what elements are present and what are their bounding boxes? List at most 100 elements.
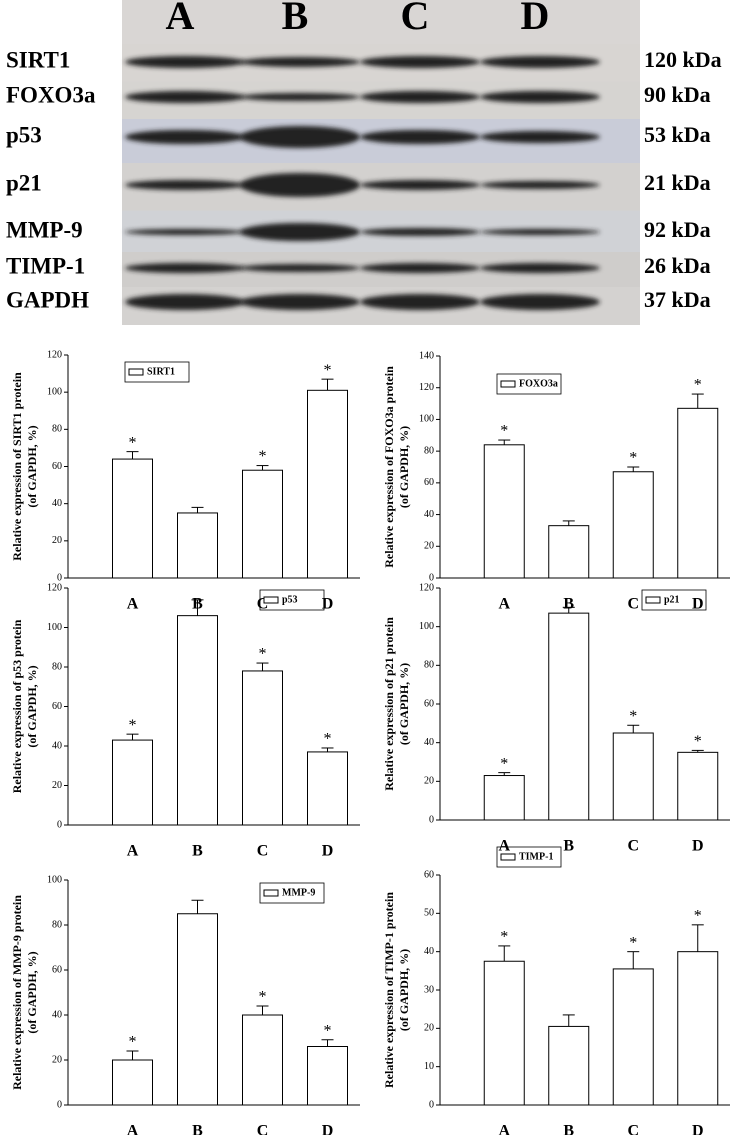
size-label: 92 kDa [644, 217, 711, 242]
y-axis-label: (of GAPDH, %) [397, 949, 411, 1031]
x-tick-label: C [627, 1123, 639, 1135]
band [480, 131, 600, 143]
legend-swatch [645, 596, 661, 604]
x-tick-label: D [322, 596, 334, 613]
significance-mark: * [500, 929, 508, 946]
bar [242, 469, 283, 579]
band [360, 228, 480, 236]
bar [548, 1025, 590, 1106]
y-axis-label: Relative expression of p53 protein [10, 619, 24, 793]
y-tick-label: 20 [424, 541, 434, 552]
x-tick-label: A [498, 838, 510, 855]
y-tick-label: 20 [52, 780, 62, 791]
lane-label: A [166, 0, 195, 38]
protein-label: SIRT1 [6, 47, 70, 72]
x-tick-label: B [563, 838, 574, 855]
size-label: 53 kDa [644, 122, 711, 147]
y-tick-label: 30 [424, 984, 434, 995]
y-tick-label: 0 [57, 819, 62, 830]
bar [548, 525, 590, 579]
size-label: 37 kDa [644, 287, 711, 312]
y-tick-label: 0 [429, 1099, 434, 1110]
y-tick-label: 0 [429, 814, 434, 825]
bar [177, 913, 218, 1106]
x-tick-label: B [192, 843, 203, 860]
y-tick-label: 60 [52, 964, 62, 975]
y-tick-label: 0 [429, 572, 434, 583]
y-axis-label: (of GAPDH, %) [397, 426, 411, 508]
legend-label: FOXO3a [519, 378, 558, 389]
legend-label: p21 [664, 594, 680, 605]
legend-box [496, 846, 562, 868]
significance-mark: * [694, 377, 702, 394]
bar [112, 458, 153, 579]
band [125, 294, 245, 310]
y-axis-label: Relative expression of TIMP-1 protein [382, 892, 396, 1088]
x-tick-label: A [127, 1123, 139, 1135]
protein-label: MMP-9 [6, 217, 83, 242]
significance-mark: * [500, 423, 508, 440]
bar [612, 968, 654, 1106]
y-tick-label: 120 [419, 582, 434, 593]
band [360, 130, 480, 144]
y-axis-label: (of GAPDH, %) [25, 951, 39, 1033]
y-tick-label: 0 [57, 572, 62, 583]
y-tick-label: 120 [419, 382, 434, 393]
bar [177, 512, 218, 579]
size-label: 26 kDa [644, 253, 711, 278]
legend-label: SIRT1 [147, 366, 175, 377]
y-axis-label: (of GAPDH, %) [397, 663, 411, 745]
size-label: 120 kDa [644, 47, 722, 72]
bar [483, 960, 525, 1106]
lane-label: D [521, 0, 550, 38]
significance-mark: * [629, 934, 637, 951]
y-tick-label: 100 [47, 622, 62, 633]
size-label: 90 kDa [644, 82, 711, 107]
bar [242, 1014, 283, 1106]
significance-mark: * [629, 708, 637, 725]
lane-label: C [401, 0, 430, 38]
band [125, 229, 245, 235]
bar [677, 407, 719, 579]
y-tick-label: 100 [47, 874, 62, 885]
band [480, 91, 600, 103]
y-tick-label: 40 [424, 946, 434, 957]
band [240, 223, 360, 241]
x-tick-label: C [627, 838, 639, 855]
y-tick-label: 80 [52, 424, 62, 435]
band [480, 181, 600, 189]
y-tick-label: 40 [424, 737, 434, 748]
band [480, 56, 600, 68]
band [360, 294, 480, 310]
y-tick-label: 80 [424, 660, 434, 671]
bar [677, 751, 719, 821]
band [125, 91, 245, 103]
significance-mark: * [324, 1022, 332, 1039]
bar [307, 389, 348, 579]
band [125, 56, 245, 68]
y-tick-label: 140 [419, 350, 434, 361]
bar [677, 951, 719, 1106]
band [480, 263, 600, 273]
significance-mark: * [259, 448, 267, 465]
y-tick-label: 100 [47, 386, 62, 397]
x-tick-label: C [257, 1123, 269, 1135]
protein-label: GAPDH [6, 287, 89, 312]
x-tick-label: B [563, 596, 574, 613]
band [240, 173, 360, 197]
x-tick-label: C [257, 596, 269, 613]
y-tick-label: 20 [52, 535, 62, 546]
bar [612, 732, 654, 821]
x-tick-label: D [322, 843, 334, 860]
y-tick-label: 60 [52, 461, 62, 472]
band [360, 56, 480, 68]
significance-mark: * [129, 434, 137, 451]
bar [112, 739, 153, 826]
band [480, 229, 600, 235]
band [125, 180, 245, 190]
y-tick-label: 100 [419, 621, 434, 632]
y-axis-label: Relative expression of SIRT1 protein [10, 372, 24, 561]
legend-box [496, 373, 562, 395]
y-tick-label: 50 [424, 908, 434, 919]
y-tick-label: 40 [52, 498, 62, 509]
